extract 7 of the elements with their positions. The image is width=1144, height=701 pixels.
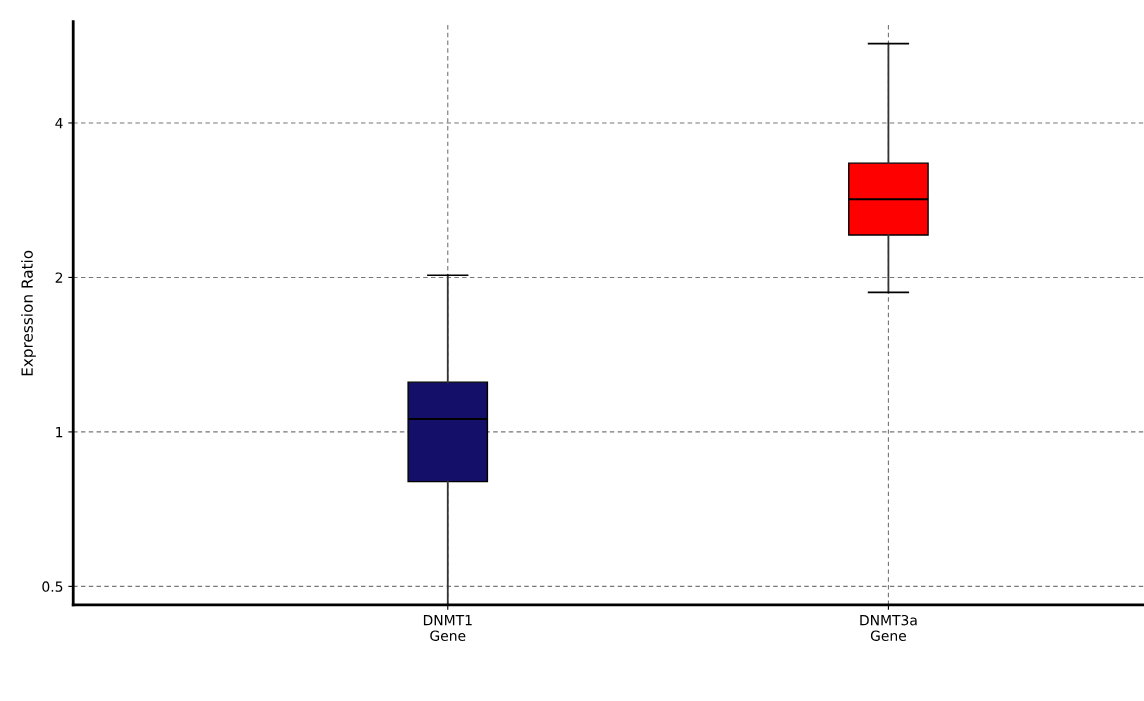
x-tick-label: DNMT1 Gene	[423, 615, 472, 641]
x-tick-label: DNMT3a Gene	[860, 614, 917, 641]
y-tick-label: 1	[56, 427, 63, 438]
y-tick-label: 4	[55, 118, 63, 129]
y-axis-title: Expression Ratio	[21, 250, 36, 376]
y-tick-label: 2	[55, 272, 63, 283]
y-tick-label: 0.5	[42, 581, 63, 592]
